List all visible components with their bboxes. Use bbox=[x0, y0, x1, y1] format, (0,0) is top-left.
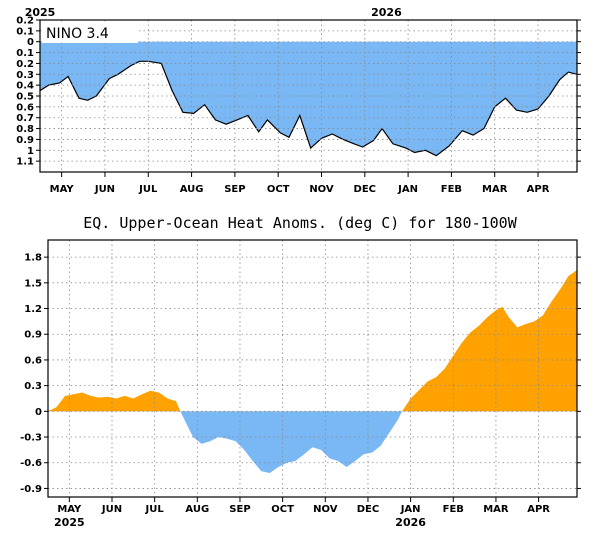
x-tick-label: MAY bbox=[50, 184, 75, 195]
x-tick-label: OCT bbox=[271, 504, 294, 515]
y-tick-label: 0.8 bbox=[16, 124, 34, 135]
x-tick-label: MAR bbox=[482, 184, 508, 195]
year-label: 2025 bbox=[54, 516, 85, 529]
anomaly-area bbox=[40, 41, 577, 156]
x-tick-label: AUG bbox=[185, 504, 209, 515]
year-label: 2026 bbox=[395, 516, 426, 529]
y-tick-label: 0.6 bbox=[24, 355, 42, 366]
nino34-series-line bbox=[39, 60, 578, 157]
y-tick-label: 0.9 bbox=[24, 330, 42, 341]
x-tick-label: FEB bbox=[441, 184, 462, 195]
y-tick-label: 0.6 bbox=[16, 102, 34, 113]
x-tick-label: FEB bbox=[443, 504, 464, 515]
y-tick-label: 0.1 bbox=[16, 48, 34, 59]
y-tick-label: 0.3 bbox=[16, 70, 34, 81]
x-tick-label: DEC bbox=[357, 504, 379, 515]
y-tick-label: 1.5 bbox=[24, 278, 42, 289]
x-tick-label: NOV bbox=[309, 184, 334, 195]
x-tick-label: JUN bbox=[101, 504, 122, 515]
y-tick-label: 0.2 bbox=[16, 59, 34, 70]
y-tick-label: 0.2 bbox=[16, 16, 34, 27]
plot-frame bbox=[47, 239, 578, 498]
x-tick-label: SEP bbox=[224, 184, 245, 195]
x-tick-label: SEP bbox=[229, 504, 250, 515]
year-label: 2026 bbox=[371, 6, 402, 19]
y-tick-label: 0.9 bbox=[16, 135, 34, 146]
inset-title-background bbox=[42, 22, 138, 43]
y-tick-label: 0 bbox=[27, 37, 34, 48]
x-tick-label: AUG bbox=[180, 184, 204, 195]
x-tick-label: NOV bbox=[313, 504, 338, 515]
heat-anomaly-panel: 1.8 1.5 1.2 0.9 0.6 0.3 0 -0.3 -0.6 -0.9 MAY JUN JUL… bbox=[20, 239, 581, 529]
y-tick-label: 1 bbox=[27, 146, 34, 157]
x-tick-label: MAR bbox=[483, 504, 509, 515]
nino34-panel: 0.20.100.10.20.30.40.50.60.70.80.911.1MA… bbox=[16, 6, 581, 195]
negative-anomaly-area bbox=[48, 411, 577, 473]
y-tick-label: 1.2 bbox=[24, 304, 42, 315]
x-tick-label: APR bbox=[527, 504, 550, 515]
x-tick-label: JUN bbox=[94, 184, 115, 195]
y-tick-label: -0.6 bbox=[20, 458, 42, 469]
nino34-title: NINO 3.4 bbox=[46, 26, 109, 42]
x-tick-label: DEC bbox=[354, 184, 376, 195]
x-tick-label: JAN bbox=[397, 184, 418, 195]
year-label: 2025 bbox=[25, 6, 56, 19]
y-tick-label: 0.1 bbox=[16, 26, 34, 37]
y-tick-label: 0.7 bbox=[16, 113, 34, 124]
y-tick-label: 1.8 bbox=[24, 253, 42, 264]
positive-anomaly-area bbox=[48, 270, 577, 412]
y-tick-label: 1.1 bbox=[16, 157, 34, 168]
heat-anomaly-title: EQ. Upper-Ocean Heat Anoms. (deg C) for … bbox=[83, 214, 517, 232]
y-tick-label: 0.3 bbox=[24, 381, 42, 392]
y-tick-label: -0.9 bbox=[20, 484, 42, 495]
y-tick-label: 0 bbox=[35, 407, 42, 418]
x-tick-label: MAY bbox=[57, 504, 82, 515]
y-tick-label: -0.3 bbox=[20, 433, 42, 444]
x-tick-label: JAN bbox=[400, 504, 421, 515]
x-tick-label: OCT bbox=[267, 184, 290, 195]
y-tick-label: 0.4 bbox=[16, 81, 34, 92]
x-tick-label: JUL bbox=[145, 504, 165, 515]
x-tick-label: JUL bbox=[138, 184, 158, 195]
x-tick-label: APR bbox=[527, 184, 550, 195]
y-tick-label: 0.5 bbox=[16, 92, 34, 103]
